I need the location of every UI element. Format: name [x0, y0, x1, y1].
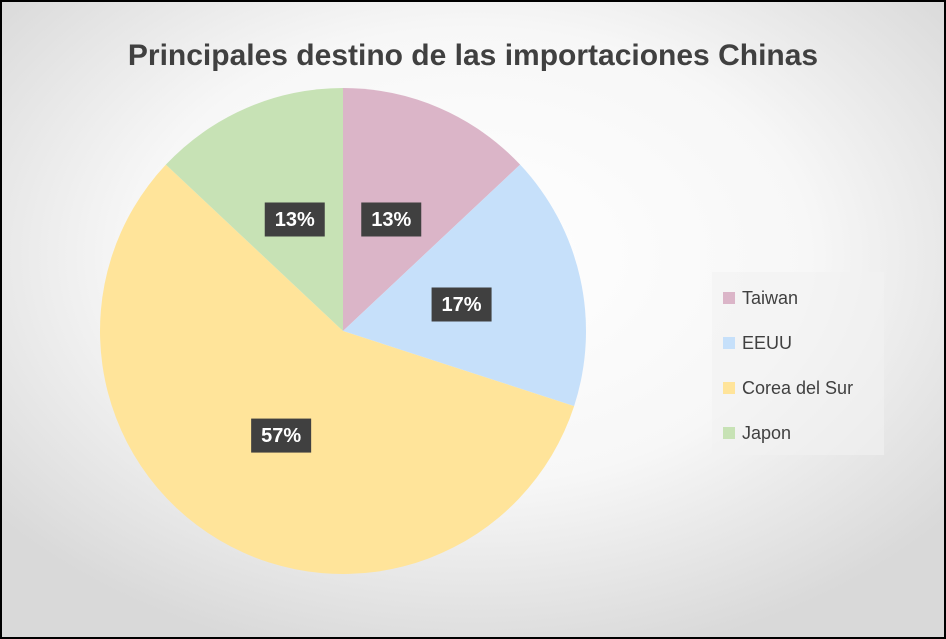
data-label: 13%: [275, 209, 315, 231]
data-label-box: [251, 418, 312, 453]
chart-title: Principales destino de las importaciones…: [128, 39, 818, 72]
pie-slice: [343, 164, 586, 407]
legend-swatch: [723, 337, 735, 349]
legend-label: Corea del Sur: [742, 378, 853, 398]
data-label: 17%: [442, 294, 482, 316]
data-label-box: [264, 202, 325, 237]
pie-slice: [343, 88, 521, 331]
data-label-box: [431, 287, 492, 322]
pie-slice: [165, 88, 343, 331]
data-label: 13%: [371, 209, 411, 231]
legend-swatch: [723, 292, 735, 304]
legend-swatch: [723, 427, 735, 439]
legend-label: EEUU: [742, 333, 792, 353]
data-label: 57%: [261, 425, 301, 447]
legend-label: Taiwan: [742, 288, 798, 308]
legend-label: Japon: [742, 423, 791, 443]
data-label-box: [361, 202, 422, 237]
pie-slice: [99, 164, 575, 575]
legend: [712, 272, 884, 455]
legend-swatch: [723, 382, 735, 394]
